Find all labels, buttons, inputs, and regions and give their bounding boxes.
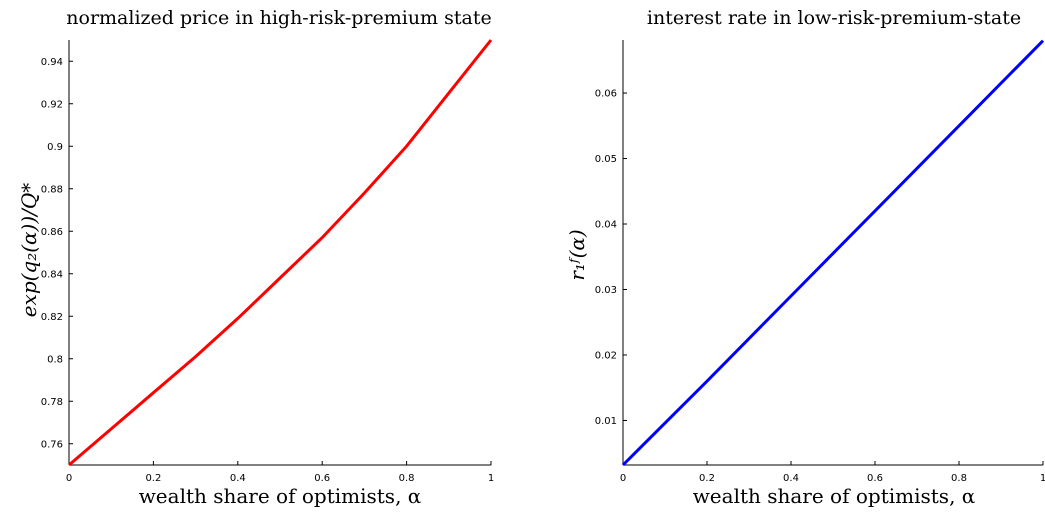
left-y-tick-label: 0.9: [47, 142, 63, 153]
right-x-tick-label: 0.8: [951, 473, 967, 484]
left-y-tick-label: 0.94: [41, 57, 63, 68]
left-y-tick-label: 0.76: [41, 439, 63, 450]
left-y-tick-label: 0.82: [41, 312, 63, 323]
right-x-ticks: 0 0.2 0.4 0.6 0.8 1: [620, 461, 1045, 484]
left-y-tick-label: 0.86: [41, 227, 63, 238]
left-x-tick-label: 0.6: [314, 473, 330, 484]
left-series-line: [68, 39, 493, 467]
left-y-tick-label: 0.92: [41, 99, 63, 110]
right-series-line: [621, 39, 1045, 467]
right-y-tick-label: 0.04: [595, 220, 617, 231]
right-y-tick-label: 0.03: [595, 285, 617, 296]
right-chart-title: interest rate in low-risk-premium-state: [647, 7, 1021, 29]
right-y-tick-label: 0.02: [595, 350, 617, 361]
right-x-tick-label: 0.2: [699, 473, 715, 484]
left-y-tick-label: 0.84: [41, 269, 63, 280]
left-y-tick-label: 0.8: [47, 354, 63, 365]
left-x-tick-label: 0.8: [399, 473, 415, 484]
right-y-ticks: 0.01 0.02 0.03 0.04 0.05 0.06: [595, 89, 627, 427]
left-x-tick-label: 0.4: [230, 473, 246, 484]
right-panel: interest rate in low-risk-premium-state …: [565, 7, 1045, 508]
left-x-tick-label: 1: [488, 473, 494, 484]
right-x-tick-label: 0.4: [783, 473, 799, 484]
left-y-tick-label: 0.78: [41, 397, 63, 408]
left-y-tick-label: 0.88: [41, 184, 63, 195]
right-x-tick-label: 0: [620, 473, 626, 484]
left-y-ticks: 0.76 0.78 0.8 0.82 0.84 0.86 0.88 0.9 0.92 0.94: [41, 57, 73, 450]
right-y-tick-label: 0.01: [595, 416, 617, 427]
left-x-ticks: 0 0.2 0.4 0.6 0.8 1: [66, 461, 494, 484]
left-chart-title: normalized price in high-risk-premium st…: [66, 7, 491, 29]
right-x-axis-label: wealth share of optimists, α: [693, 484, 976, 508]
right-x-tick-label: 0.6: [867, 473, 883, 484]
left-x-tick-label: 0.2: [145, 473, 161, 484]
left-panel: normalized price in high-risk-premium st…: [17, 7, 494, 508]
right-y-axis-label: r₁ᶠ(α): [565, 229, 589, 280]
left-x-axis-label: wealth share of optimists, α: [139, 484, 422, 508]
left-y-axis-label: exp(q₂(α))/Q*: [17, 183, 41, 318]
right-x-tick-label: 1: [1040, 473, 1045, 484]
right-y-tick-label: 0.05: [595, 154, 617, 165]
left-x-tick-label: 0: [66, 473, 72, 484]
right-y-tick-label: 0.06: [595, 89, 617, 100]
